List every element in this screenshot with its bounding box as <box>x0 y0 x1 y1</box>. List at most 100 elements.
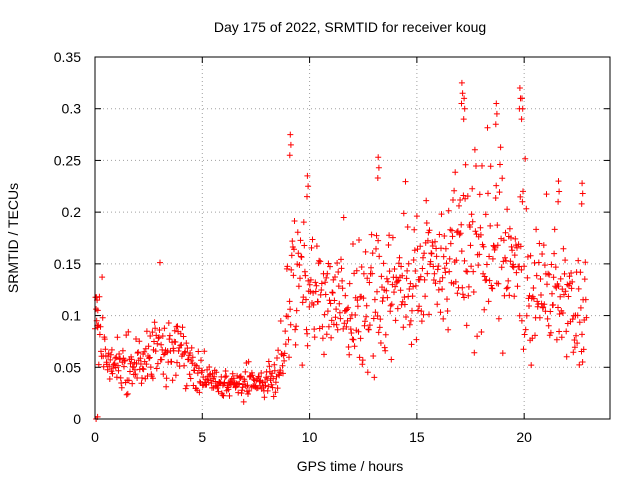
data-point <box>516 85 523 91</box>
data-point <box>328 334 335 341</box>
data-point <box>241 378 248 385</box>
data-point <box>484 124 491 131</box>
data-point <box>382 347 389 354</box>
data-point <box>293 323 300 330</box>
data-point <box>450 197 456 203</box>
data-point <box>319 323 326 330</box>
data-point <box>556 311 563 317</box>
data-point <box>350 241 356 247</box>
data-point <box>397 287 404 294</box>
data-point <box>457 197 464 203</box>
axis-ticks <box>94 56 610 420</box>
data-point <box>145 343 152 350</box>
data-point <box>265 383 272 390</box>
data-point <box>161 325 168 332</box>
data-point <box>143 328 150 335</box>
data-point <box>327 263 333 270</box>
plot-frame <box>94 56 611 420</box>
data-point <box>469 218 476 225</box>
data-point <box>529 335 536 342</box>
data-point <box>458 100 465 107</box>
data-point <box>533 226 540 233</box>
data-point <box>417 273 424 280</box>
data-point <box>457 230 464 237</box>
data-point <box>141 348 148 355</box>
data-point <box>171 327 178 334</box>
data-point <box>294 229 301 236</box>
data-point <box>483 261 490 268</box>
x-tick-label: 0 <box>91 429 99 445</box>
data-point <box>426 311 432 318</box>
data-point <box>336 309 343 316</box>
data-point <box>110 365 116 372</box>
data-point <box>452 278 459 285</box>
data-point <box>191 367 198 374</box>
data-point <box>111 360 118 367</box>
data-point <box>375 154 382 161</box>
data-point <box>520 188 526 195</box>
data-point <box>288 252 295 259</box>
data-point <box>281 350 288 357</box>
data-point <box>201 348 208 355</box>
data-point <box>509 247 516 254</box>
data-point <box>429 243 436 249</box>
y-tick-labels: 0 0.05 0.1 0.15 0.2 0.25 0.3 0.35 <box>54 49 81 427</box>
data-point <box>369 270 376 277</box>
data-point <box>159 333 166 339</box>
data-point <box>274 385 281 392</box>
data-point <box>541 262 548 269</box>
data-point <box>570 349 577 356</box>
data-point <box>500 258 507 265</box>
data-point <box>357 335 364 342</box>
data-point <box>305 277 312 284</box>
data-point <box>376 253 383 260</box>
data-point <box>385 278 391 285</box>
data-point <box>518 266 525 273</box>
data-point <box>261 394 268 401</box>
data-point <box>539 251 546 257</box>
data-point <box>452 169 459 176</box>
data-point <box>494 242 501 249</box>
data-point <box>347 326 354 333</box>
data-point <box>132 371 139 378</box>
data-point <box>463 268 470 275</box>
data-point <box>578 200 585 207</box>
data-point <box>136 338 143 345</box>
data-point <box>196 389 203 396</box>
data-point <box>471 146 478 153</box>
data-point <box>487 163 494 170</box>
data-point <box>410 257 417 263</box>
data-point <box>356 237 362 243</box>
data-point <box>146 354 153 361</box>
data-point <box>519 198 526 205</box>
data-point <box>569 316 576 323</box>
data-point <box>123 332 130 339</box>
data-point <box>335 269 342 275</box>
data-point <box>245 358 252 365</box>
data-point <box>446 255 453 262</box>
data-point <box>446 268 453 275</box>
data-point <box>96 293 103 300</box>
data-point <box>137 355 144 362</box>
data-point <box>299 299 306 306</box>
data-point <box>520 346 527 353</box>
data-point <box>580 346 587 353</box>
data-point <box>533 272 540 279</box>
data-point <box>100 363 107 370</box>
data-point <box>198 357 204 364</box>
data-point <box>482 211 489 218</box>
data-point <box>350 336 357 343</box>
data-point <box>492 195 499 201</box>
data-point <box>122 357 129 364</box>
data-point <box>388 356 395 363</box>
data-point <box>483 276 490 283</box>
data-point <box>338 256 344 263</box>
data-point <box>125 328 132 335</box>
data-point <box>394 278 401 285</box>
data-point <box>149 329 156 336</box>
data-point <box>399 272 406 279</box>
data-point <box>409 293 416 300</box>
data-point <box>467 224 473 230</box>
data-point <box>407 280 414 287</box>
